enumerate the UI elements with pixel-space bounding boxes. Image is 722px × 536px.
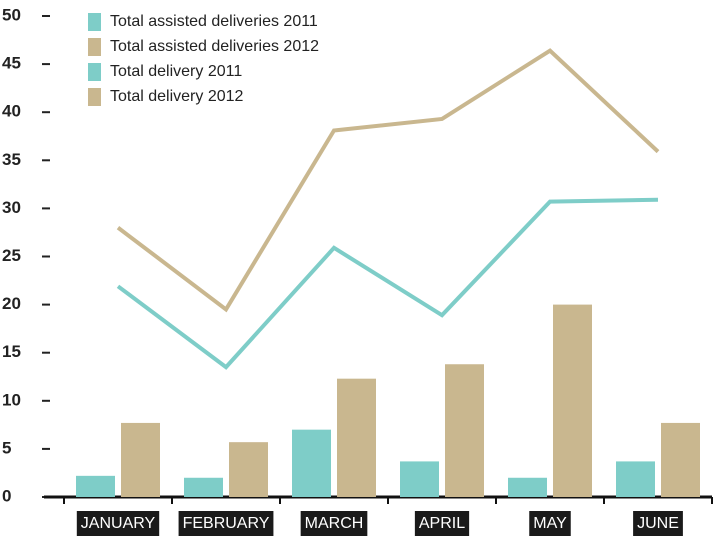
bar: [400, 461, 439, 497]
x-tick-label-box: JANUARY: [76, 511, 160, 536]
x-tick-label: JUNE: [637, 515, 679, 532]
label-bg: [529, 511, 571, 536]
bar: [445, 364, 484, 497]
legend-label: Total delivery 2011: [110, 63, 242, 80]
legend-label: Total assisted deliveries 2012: [110, 38, 319, 55]
line: [116, 48, 660, 313]
x-tick-label-box: MARCH: [300, 511, 368, 536]
legend-label: Total assisted deliveries 2011: [110, 13, 318, 30]
line: [116, 197, 659, 370]
y-tick-label: 25: [2, 246, 21, 265]
legend-swatch: [88, 38, 101, 56]
y-tick-label: 10: [2, 390, 21, 409]
bar: [292, 429, 331, 497]
y-tick-label: 0: [2, 486, 11, 505]
y-tick-label: 15: [2, 342, 21, 361]
label-bg: [178, 511, 274, 536]
bar: [337, 378, 376, 497]
x-tick-label-box: FEBRUARY: [178, 511, 274, 536]
bar: [616, 461, 655, 497]
label-bg: [633, 511, 683, 536]
x-tick-label: MARCH: [305, 515, 364, 532]
x-tick-label-box: APRIL: [414, 511, 470, 536]
y-tick-label: 50: [2, 5, 21, 24]
legend-swatch: [88, 88, 101, 106]
y-tick-label: 30: [2, 198, 21, 217]
y-tick-label: 35: [2, 150, 21, 169]
bar: [553, 304, 592, 497]
y-tick-label: 20: [2, 294, 21, 313]
legend-label: Total delivery 2012: [110, 88, 244, 105]
x-tick-label-box: JUNE: [633, 511, 683, 536]
x-tick-label: FEBRUARY: [183, 515, 270, 532]
bar: [121, 422, 160, 497]
bar: [76, 475, 115, 497]
bar: [184, 477, 223, 497]
y-tick-label: 45: [2, 54, 21, 73]
y-tick-label: 5: [2, 438, 11, 457]
bar: [229, 442, 268, 497]
y-tick-label: 40: [2, 102, 21, 121]
label-bg: [76, 511, 160, 536]
x-tick-label: JANUARY: [81, 515, 156, 532]
bar: [508, 477, 547, 497]
x-tick-label: MAY: [533, 515, 567, 532]
x-tick-label: APRIL: [419, 515, 465, 532]
label-bg: [300, 511, 368, 536]
bar: [661, 422, 700, 497]
legend-swatch: [88, 13, 101, 31]
legend-swatch: [88, 63, 101, 81]
label-bg: [414, 511, 470, 536]
x-tick-label-box: MAY: [529, 511, 571, 536]
